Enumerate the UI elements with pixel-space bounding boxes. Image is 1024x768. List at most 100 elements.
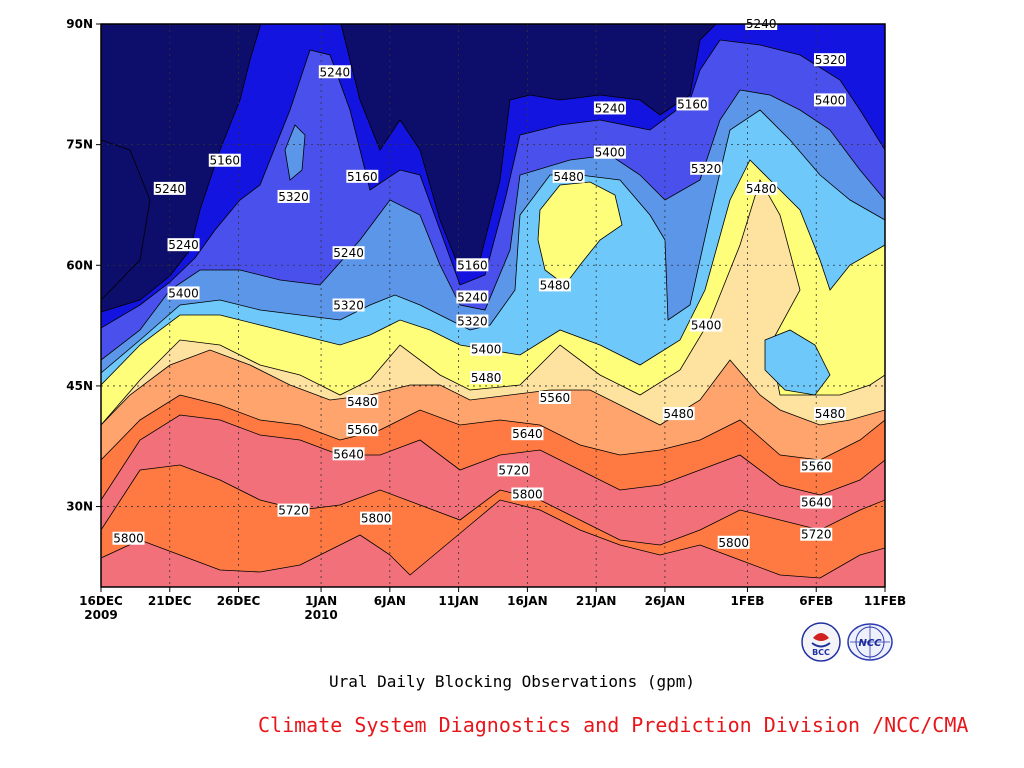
- x-tick-label: 21JAN: [576, 594, 617, 608]
- contour-label-text: 5160: [457, 258, 488, 272]
- contour-band-5800: [101, 499, 885, 587]
- contour-label-5320: 5320: [277, 189, 310, 204]
- ncc-logo: NCC: [847, 623, 893, 661]
- contour-label-5560: 5560: [346, 423, 379, 437]
- contour-label-box: [346, 395, 379, 409]
- contour-label-box: [497, 463, 530, 477]
- contour-label-5480: 5480: [470, 370, 503, 385]
- contour-label-box: [800, 459, 833, 473]
- contour-label-text: 5720: [801, 528, 832, 542]
- bcc-logo: BCC: [801, 622, 841, 662]
- y-tick-label: 60N: [66, 258, 93, 272]
- x-tick-label: 16JAN: [507, 594, 548, 608]
- contour-label-5800: 5800: [717, 535, 750, 550]
- contour-label-text: 5160: [677, 97, 708, 111]
- contour-label-box: [360, 511, 393, 525]
- contour-label-text: 5480: [347, 395, 378, 409]
- contour-label-text: 5640: [801, 496, 832, 510]
- contour-label-box: [277, 189, 310, 203]
- contour-label-text: 5320: [815, 53, 846, 67]
- x-tick-label: 26JAN: [645, 594, 686, 608]
- contour-label-box: [593, 145, 626, 159]
- contour-label-5640: 5640: [800, 495, 833, 510]
- contour-label-box: [538, 390, 571, 404]
- contour-label-box: [717, 535, 750, 549]
- x-tick-label: 1JAN: [305, 594, 337, 608]
- contour-label-5160: 5160: [208, 153, 241, 168]
- contour-label-5240: 5240: [167, 238, 200, 252]
- contour-label-5400: 5400: [593, 145, 626, 160]
- contour-label-text: 5480: [471, 371, 502, 385]
- contour-label-text: 5560: [801, 459, 832, 473]
- contour-label-5240: 5240: [456, 290, 489, 304]
- contour-label-box: [332, 298, 365, 312]
- x-tick-label: 11JAN: [438, 594, 479, 608]
- contour-label-text: 5240: [320, 65, 351, 79]
- y-tick-label: 90N: [66, 17, 93, 31]
- contour-cell-5320: [284, 124, 306, 181]
- contour-label-5480: 5480: [662, 407, 695, 421]
- contour-label-box: [167, 238, 200, 252]
- x-tick-label: 11FEB: [864, 594, 906, 608]
- contour-label-5320: 5320: [456, 314, 489, 329]
- contour-label-5400: 5400: [167, 286, 200, 300]
- contour-label-text: 5240: [333, 246, 364, 260]
- contour-label-5160: 5160: [456, 258, 489, 272]
- contour-label-box: [332, 447, 365, 461]
- contour-label-text: 5480: [540, 278, 571, 292]
- contour-label-5800: 5800: [511, 487, 544, 502]
- contour-label-text: 5560: [347, 423, 378, 437]
- contour-label-text: 5400: [691, 319, 722, 333]
- contour-label-5720: 5720: [800, 527, 833, 542]
- contour-label-box: [800, 527, 833, 541]
- contour-label-5160: 5160: [676, 97, 709, 111]
- x-tick-label: 26DEC: [217, 594, 261, 608]
- contour-label-box: [745, 181, 778, 195]
- svg-text:BCC: BCC: [812, 648, 830, 657]
- contour-label-box: [552, 169, 585, 183]
- y-tick-label: 45N: [66, 379, 93, 393]
- contour-label-text: 5480: [746, 182, 777, 196]
- x-tick-label: 6FEB: [799, 594, 833, 608]
- contour-label-text: 5400: [168, 286, 199, 300]
- contour-label-5800: 5800: [360, 511, 393, 526]
- contour-label-5240: 5240: [153, 181, 186, 196]
- contour-label-text: 5560: [540, 391, 571, 405]
- contour-label-text: 5800: [113, 532, 144, 546]
- contour-label-text: 5320: [691, 162, 722, 176]
- contour-label-box: [538, 278, 571, 292]
- contour-label-5320: 5320: [332, 298, 365, 313]
- contour-label-text: 5240: [154, 182, 185, 196]
- contour-label-5400: 5400: [470, 342, 503, 357]
- contour-label-5560: 5560: [538, 390, 571, 405]
- contour-label-5800: 5800: [112, 531, 145, 546]
- contour-label-box: [470, 342, 503, 356]
- contour-label-box: [346, 169, 379, 183]
- credit-line: Climate System Diagnostics and Predictio…: [258, 713, 969, 737]
- contour-label-text: 5720: [498, 463, 529, 477]
- x-tick-label: 16DEC: [79, 594, 123, 608]
- x-tick-year: 2009: [84, 608, 117, 622]
- contour-label-5480: 5480: [745, 181, 778, 196]
- x-tick-label: 6JAN: [374, 594, 406, 608]
- contour-label-box: [346, 423, 379, 437]
- contour-label-text: 5640: [512, 427, 543, 441]
- contour-label-5160: 5160: [346, 169, 379, 184]
- contour-label-text: 5320: [278, 190, 309, 204]
- contour-label-5400: 5400: [690, 318, 723, 333]
- contour-cell-5480: [537, 181, 623, 286]
- contour-label-text: 5480: [663, 407, 694, 421]
- contour-label-text: 5480: [815, 407, 846, 421]
- contour-label-text: 5160: [347, 170, 378, 184]
- contour-label-box: [690, 318, 723, 332]
- contour-label-text: 5400: [815, 93, 846, 107]
- svg-text:NCC: NCC: [858, 638, 882, 649]
- contour-label-text: 5640: [333, 447, 364, 461]
- contour-label-box: [813, 53, 846, 67]
- contour-label-text: 5320: [457, 315, 488, 329]
- contour-label-5240: 5240: [332, 246, 365, 260]
- contour-label-text: 5400: [595, 146, 626, 160]
- contour-label-box: [167, 286, 200, 300]
